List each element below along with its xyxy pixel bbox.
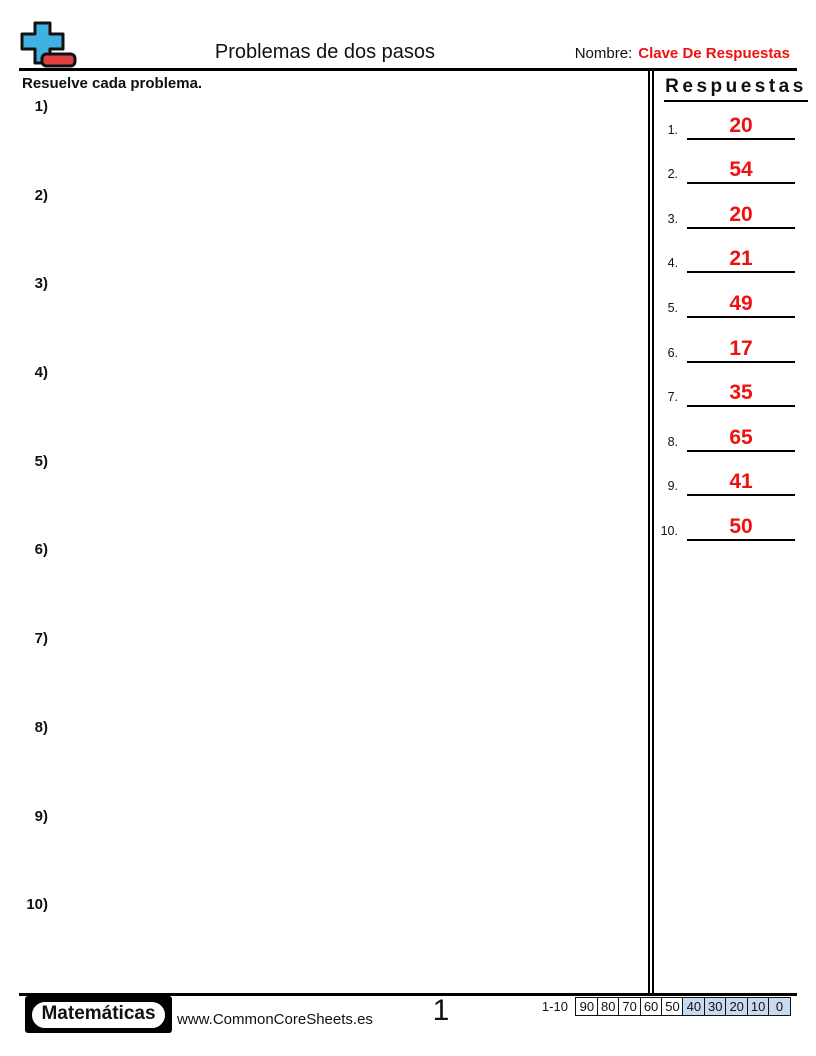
answer-value: 20 xyxy=(729,202,753,226)
score-cell: 60 xyxy=(639,997,663,1016)
answer-row: 1. 20 xyxy=(656,95,816,140)
score-cell: 30 xyxy=(703,997,727,1016)
problem-row: 6) xyxy=(20,542,620,631)
footer-rule xyxy=(19,993,797,996)
score-cell: 20 xyxy=(725,997,749,1016)
page-title: Problemas de dos pasos xyxy=(214,41,436,63)
answer-number: 2. xyxy=(667,167,678,182)
answer-number: 3. xyxy=(667,211,678,226)
answer-blank: 20 xyxy=(687,113,795,140)
answer-row: 2. 54 xyxy=(656,140,816,185)
answer-value: 49 xyxy=(729,291,753,315)
answer-blank: 20 xyxy=(687,202,795,229)
problem-number: 10) xyxy=(26,896,48,914)
answer-row: 8. 65 xyxy=(656,407,816,452)
problem-row: 5) xyxy=(20,452,620,543)
answer-row: 7. 35 xyxy=(656,363,816,408)
score-range-label: 1-10 xyxy=(541,999,568,1014)
problem-number: 2) xyxy=(34,186,48,204)
score-cell: 70 xyxy=(618,997,642,1016)
website-url: www.CommonCoreSheets.es xyxy=(177,1011,373,1028)
answer-blank: 50 xyxy=(687,514,795,541)
answers-title: Respuestas xyxy=(664,76,808,102)
answer-row: 4. 21 xyxy=(656,229,816,274)
score-cell: 80 xyxy=(596,997,620,1016)
answer-number: 9. xyxy=(667,479,678,494)
score-cell: 10 xyxy=(746,997,770,1016)
answer-value: 35 xyxy=(729,381,753,405)
answer-number: 5. xyxy=(667,300,678,315)
problem-number: 5) xyxy=(34,452,48,470)
score-cell: 40 xyxy=(682,997,706,1016)
answer-number: 8. xyxy=(667,434,678,449)
problem-number: 3) xyxy=(34,275,48,293)
problem-number: 6) xyxy=(34,541,48,559)
answer-blank: 41 xyxy=(687,470,795,497)
score-cells: 90 80 70 60 50 40 30 20 10 0 xyxy=(575,997,791,1016)
problem-row: 2) xyxy=(20,186,620,277)
problem-number: 8) xyxy=(34,718,48,736)
answer-row: 5. 49 xyxy=(656,273,816,318)
problem-number: 4) xyxy=(34,364,48,382)
problem-list: 1) 2) 3) 4) 5) 6) 7) xyxy=(20,98,620,986)
answer-row: 6. 17 xyxy=(656,318,816,363)
answer-number: 7. xyxy=(667,390,678,405)
name-label: Nombre: xyxy=(574,45,633,62)
answer-number: 4. xyxy=(667,256,678,271)
answer-blank: 65 xyxy=(687,425,795,452)
answer-value: 50 xyxy=(729,514,753,538)
answer-row: 3. 20 xyxy=(656,184,816,229)
answer-value: 17 xyxy=(729,336,753,360)
answer-row: 9. 41 xyxy=(656,452,816,497)
problem-row: 10) xyxy=(20,897,620,986)
problem-number: 9) xyxy=(34,807,48,825)
plus-minus-logo-icon xyxy=(20,21,77,68)
answer-blank: 35 xyxy=(687,381,795,408)
score-cell: 90 xyxy=(575,997,599,1016)
answer-number: 10. xyxy=(660,523,678,538)
name-value: Clave De Respuestas xyxy=(638,45,790,62)
score-cell: 0 xyxy=(768,997,791,1016)
name-row: Nombre: Clave De Respuestas xyxy=(575,45,790,62)
problem-row: 7) xyxy=(20,631,620,720)
answer-value: 41 xyxy=(729,470,753,494)
problem-number: 7) xyxy=(34,630,48,648)
answer-value: 20 xyxy=(729,113,753,137)
answers-sidebar: Respuestas 1. 20 2. 54 3. 20 xyxy=(656,71,816,541)
answer-blank: 17 xyxy=(687,336,795,363)
answer-blank: 21 xyxy=(687,247,795,274)
brand-logo: Matemáticas xyxy=(25,996,172,1033)
answer-number: 6. xyxy=(667,345,678,360)
score-cell: 50 xyxy=(660,997,684,1016)
problem-row: 4) xyxy=(20,365,620,454)
answer-value: 21 xyxy=(729,247,753,271)
problem-row: 3) xyxy=(20,276,620,365)
score-table: 1-10 90 80 70 60 50 40 30 20 10 0 xyxy=(542,997,791,1016)
answer-list: 1. 20 2. 54 3. 20 4. 21 xyxy=(656,95,816,541)
problem-row: 1) xyxy=(20,98,620,188)
page-number: 1 xyxy=(432,994,450,1027)
instruction-text: Resuelve cada problema. xyxy=(22,75,203,92)
problem-row: 9) xyxy=(20,807,620,898)
column-divider xyxy=(648,71,654,993)
problem-row: 8) xyxy=(20,718,620,809)
answer-value: 54 xyxy=(729,158,753,182)
answer-number: 1. xyxy=(667,122,678,137)
header-rule xyxy=(19,68,797,71)
answer-blank: 54 xyxy=(687,158,795,185)
answer-row: 10. 50 xyxy=(656,496,816,541)
answer-value: 65 xyxy=(729,425,753,449)
problem-number: 1) xyxy=(34,98,48,115)
brand-label: Matemáticas xyxy=(30,999,167,1030)
answer-blank: 49 xyxy=(687,291,795,318)
